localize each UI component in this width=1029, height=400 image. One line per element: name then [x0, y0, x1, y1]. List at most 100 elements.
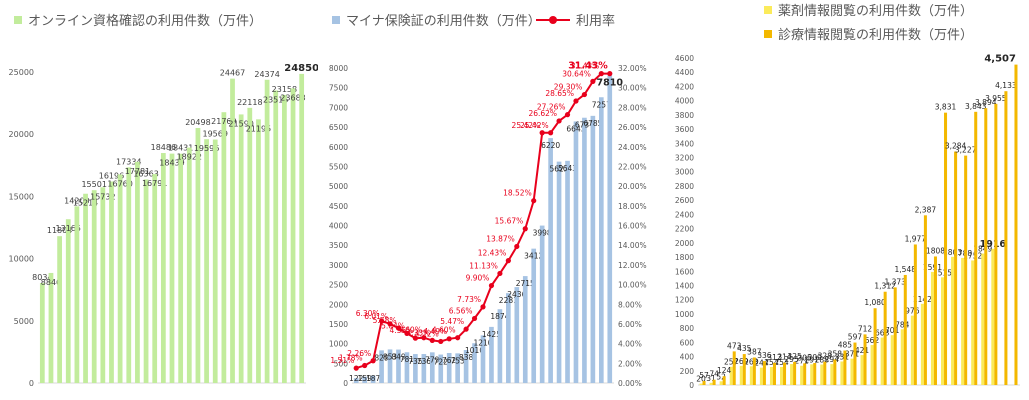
- y-tick-label: 5500: [329, 162, 348, 171]
- bar-medical-info: [974, 111, 978, 385]
- bar-data-label: 838: [459, 353, 474, 362]
- usage-rate-point: [531, 198, 537, 204]
- data-label: 16196: [99, 172, 124, 181]
- data-label-medical-info: 309: [808, 353, 823, 362]
- data-label-medical-info: 305: [797, 353, 812, 362]
- bar-data-label: 829: [374, 353, 389, 362]
- data-label: 14200: [64, 196, 89, 205]
- usage-rate-label: 1.51%: [330, 356, 354, 365]
- bar-medical-info: [772, 362, 776, 385]
- y2-tick-label: 20.00%: [618, 182, 647, 191]
- y-tick-label: 4500: [329, 202, 348, 211]
- data-label-drug-info: 668: [875, 329, 890, 338]
- usage-rate-label: 4.22%: [415, 329, 439, 338]
- bar: [299, 73, 305, 383]
- bar: [100, 187, 106, 383]
- bar: [573, 121, 579, 383]
- bar-data-label: 762: [442, 356, 457, 365]
- y-tick-label: 4000: [675, 97, 694, 106]
- bar: [387, 349, 393, 383]
- data-label: 21590: [228, 119, 253, 128]
- usage-rate-label: 31.43%: [571, 62, 600, 71]
- usage-rate-point: [471, 315, 478, 322]
- usage-rate-label: 18.52%: [503, 189, 532, 198]
- bar: [195, 128, 201, 383]
- usage-rate-label: 25.42%: [520, 121, 549, 130]
- bar-data-label: 2281: [499, 296, 518, 305]
- data-label: 15214: [73, 199, 98, 208]
- legend-swatch-online-verification: [14, 15, 22, 24]
- bar-drug-info: [729, 366, 733, 385]
- data-label-drug-info: 1515: [933, 268, 952, 277]
- bar-medical-info: [813, 363, 817, 385]
- bar-medical-info: [853, 342, 857, 385]
- bar: [39, 283, 45, 383]
- usage-rate-point: [463, 326, 469, 332]
- bar-medical-info: [843, 350, 847, 385]
- data-label: 24850: [284, 63, 318, 74]
- y-tick-label: 3600: [675, 125, 694, 134]
- usage-rate-label: 6.56%: [449, 306, 473, 315]
- bar: [506, 293, 511, 383]
- bar: [221, 112, 227, 384]
- y2-tick-label: 2.00%: [618, 359, 642, 368]
- data-label-drug-info: 254: [764, 358, 779, 367]
- bar-data-label: 122: [349, 374, 364, 383]
- bar-medical-info: [712, 379, 716, 385]
- y-tick-label: 10000: [9, 255, 34, 264]
- bar: [91, 190, 97, 383]
- data-label-medical-info: 1,080: [864, 298, 886, 307]
- bar-drug-info: [971, 260, 975, 385]
- bar-data-label: 1874: [490, 312, 509, 321]
- data-label-medical-info: 712: [858, 324, 873, 333]
- bar-data-label: 735: [408, 357, 423, 366]
- bar-data-label: 781: [400, 355, 415, 364]
- bar: [565, 160, 570, 383]
- y2-tick-label: 12.00%: [618, 261, 647, 270]
- data-label-drug-info: 784: [895, 320, 910, 329]
- usage-rate-point: [370, 358, 376, 364]
- data-label: 21769: [211, 117, 236, 126]
- data-label-medical-info: 57: [699, 371, 709, 380]
- usage-rate-point: [362, 362, 368, 369]
- usage-rate-label: 11.13%: [469, 261, 498, 270]
- y-tick-label: 7500: [329, 84, 348, 93]
- data-label-drug-info: 1803: [943, 248, 962, 257]
- data-label-medical-info: 312: [767, 353, 782, 362]
- bar-medical-info: [863, 334, 867, 385]
- bar-medical-info: [803, 363, 807, 385]
- bar: [472, 343, 477, 383]
- bar-medical-info: [823, 361, 827, 385]
- bar-drug-info: [920, 303, 924, 385]
- y2-tick-label: 16.00%: [618, 222, 647, 231]
- usage-rate-point: [505, 258, 511, 264]
- y-tick-label: 4400: [675, 68, 694, 77]
- usage-rate-label: 5.58%: [373, 316, 397, 325]
- y2-tick-label: 6.00%: [618, 320, 642, 329]
- y-tick-label: 15000: [9, 192, 34, 201]
- bar: [404, 352, 410, 383]
- bar: [413, 354, 418, 383]
- data-label-drug-info: 976: [905, 307, 920, 316]
- data-label-drug-info: 52: [716, 372, 726, 381]
- y-tick-label: 2500: [329, 281, 348, 290]
- bar-drug-info: [800, 365, 804, 385]
- y-tick-label: 8000: [329, 64, 348, 73]
- bar: [152, 174, 158, 383]
- bar: [548, 138, 553, 383]
- bar-drug-info: [880, 337, 884, 385]
- legend-label-online-verification: オンライン資格確認の利用件数（万件）: [28, 14, 263, 29]
- bar: [353, 378, 359, 383]
- bar-medical-info: [722, 376, 726, 385]
- bar: [497, 309, 503, 383]
- bar-data-label: 5622: [550, 165, 569, 174]
- usage-rate-point: [598, 71, 604, 77]
- data-label: 17334: [116, 157, 141, 166]
- bar-drug-info: [850, 358, 854, 385]
- y-tick-label: 1600: [675, 267, 694, 276]
- bar-medical-info: [1004, 91, 1008, 386]
- bar: [230, 78, 235, 383]
- usage-rate-label: 29.30%: [554, 83, 583, 92]
- data-label-medical-info: 328: [818, 352, 833, 361]
